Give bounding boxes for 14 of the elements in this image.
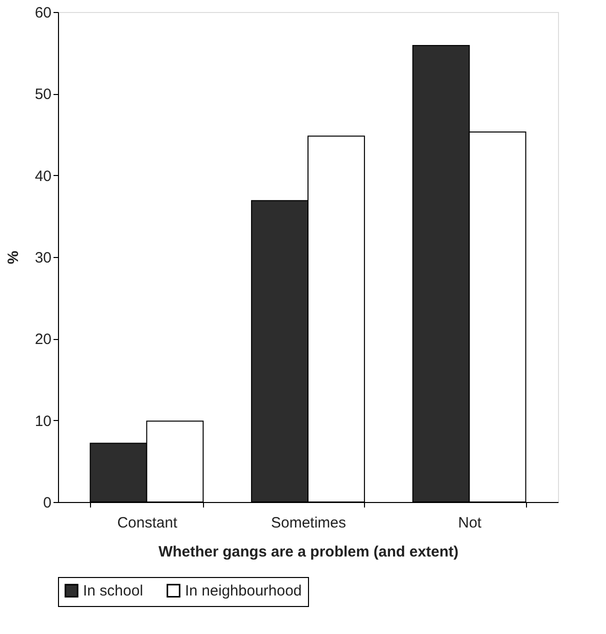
y-tick-label: 0 (43, 494, 52, 512)
y-axis-title: % (4, 250, 22, 264)
y-tick-label: 50 (34, 86, 52, 104)
legend-label: In school (83, 582, 144, 600)
x-tick-label: Sometimes (270, 514, 346, 532)
x-tick-label: Constant (117, 514, 178, 532)
y-tick-label: 30 (34, 250, 52, 266)
x-axis-title: Whether gangs are a problem (and extent) (158, 544, 459, 560)
legend-label: In neighbourhood (185, 582, 302, 600)
y-tick-label: 20 (34, 331, 52, 348)
y-tick-label: 40 (34, 168, 52, 185)
y-tick-label: 60 (34, 4, 52, 22)
x-tick-label: Not (458, 514, 482, 532)
y-tick-label: 10 (34, 412, 52, 430)
